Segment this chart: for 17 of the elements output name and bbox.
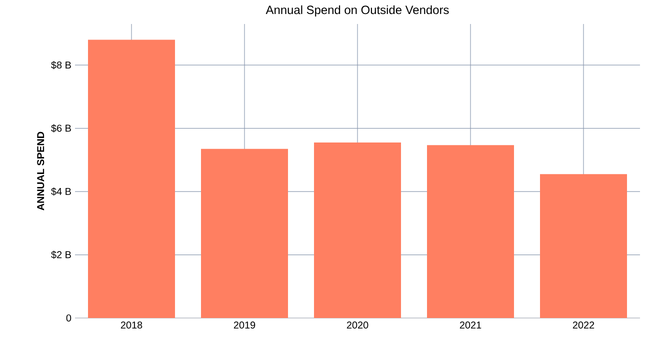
y-tick-label: $8 B [51, 61, 71, 70]
bar [88, 40, 176, 318]
x-tick-label: 2018 [120, 322, 142, 329]
y-tick-label: $6 B [51, 124, 71, 132]
chart-title: Annual Spend on Outside Vendors [266, 5, 449, 17]
y-tick-label: $2 B [51, 250, 71, 259]
x-tick-label: 2020 [346, 322, 368, 329]
bar [314, 142, 402, 318]
x-tick-label: 2021 [460, 322, 482, 329]
x-tick-label: 2019 [234, 322, 256, 329]
y-axis-title: ANNUAL SPEND [37, 132, 44, 210]
x-tick-label: 2022 [572, 322, 594, 329]
bar [201, 148, 288, 318]
bar [427, 145, 514, 318]
bar [540, 174, 628, 318]
y-tick-label: 0 [66, 314, 72, 322]
y-tick-label: $4 B [51, 188, 71, 196]
